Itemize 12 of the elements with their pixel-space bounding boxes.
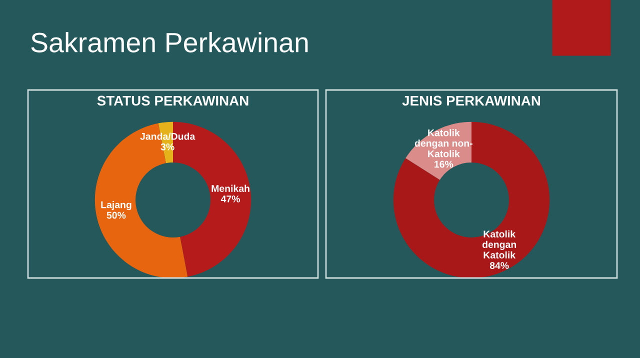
chart-title: STATUS PERKAWINAN xyxy=(97,96,248,106)
donut-slice xyxy=(393,122,550,278)
text: Sakramen Perkawinan xyxy=(31,32,308,52)
slice-label: Katolik dengan Katolik xyxy=(482,230,516,259)
slice-label: Lajang xyxy=(101,201,132,210)
data-label: 16% xyxy=(434,160,454,168)
slice-label: Menikah xyxy=(212,184,250,192)
chart-title: JENIS PERKAWINAN xyxy=(402,96,540,106)
data-label: 84% xyxy=(490,262,509,269)
data-label: 50% xyxy=(106,212,126,219)
data-label: 47% xyxy=(220,196,240,202)
slice-label: Janda/Duda xyxy=(140,132,196,140)
